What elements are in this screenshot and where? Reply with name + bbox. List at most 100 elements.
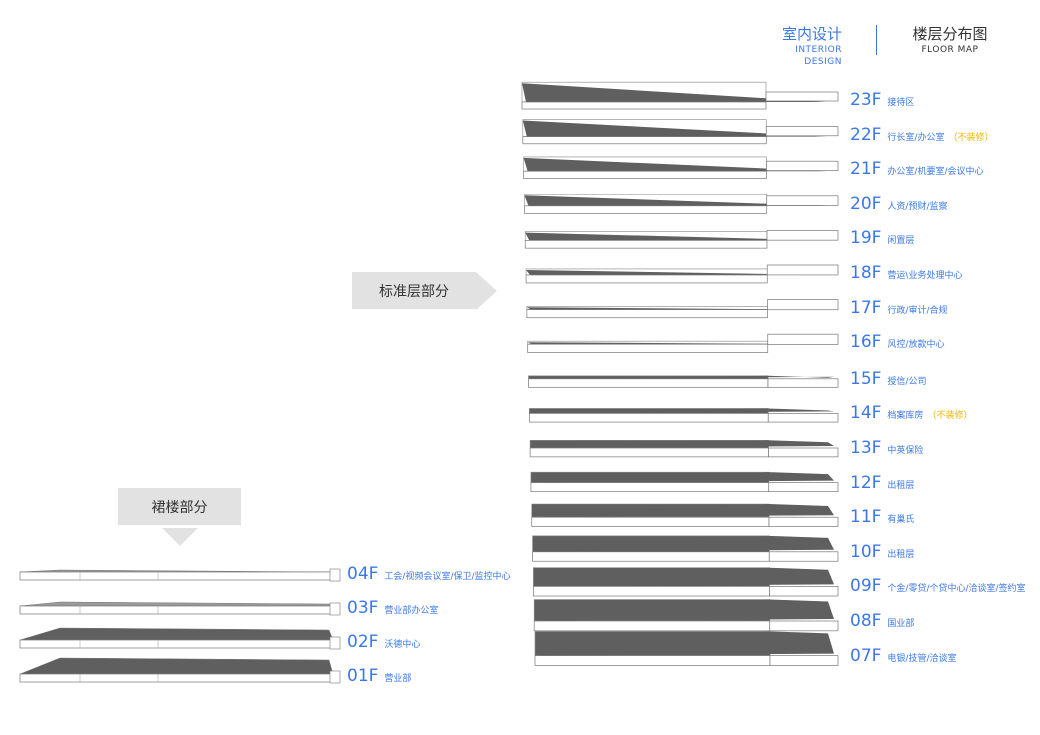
slab-front-main [532, 551, 770, 562]
slab-shadow [526, 307, 828, 310]
slab-shadow [524, 195, 827, 206]
slab-shadow [535, 567, 834, 587]
slab-front-main [528, 378, 769, 388]
floor-number: 15F [850, 368, 882, 389]
slab-front-main [533, 620, 771, 632]
slab-front-main [522, 136, 767, 145]
slab-top [19, 657, 334, 675]
slab-end-cap [329, 568, 341, 582]
floor-number: 13F [850, 438, 882, 458]
slab-front-right [765, 91, 839, 102]
slab-front-main [531, 516, 770, 527]
floor-number: 19F [850, 228, 882, 249]
floor-description: 授信/公司 [887, 376, 927, 387]
header: 室内设计 INTERIOR DESIGN 楼层分布图 FLOOR MAP [760, 24, 1020, 67]
floor-number: 01F [347, 666, 379, 686]
floor-label-22f: 22F 行长室/办公室 （不装修） [850, 125, 993, 145]
tower-slab-14f [528, 408, 839, 423]
tower-slab-08f [533, 599, 839, 632]
podium-slab-04f [19, 568, 341, 582]
floor-description: 中英保险 [887, 446, 924, 456]
slab-front-right [768, 516, 839, 527]
slab-front-right [769, 620, 839, 632]
floor-number: 09F [850, 576, 882, 597]
floor-note: （不装修） [948, 132, 994, 143]
slab-front-main [524, 205, 768, 214]
floor-label-14f: 14F 档案库房 （不装修） [850, 403, 972, 423]
slab-front-right [766, 160, 839, 171]
tower-slab-17f [526, 299, 839, 319]
floor-number: 20F [850, 193, 882, 214]
tower-slab-15f [528, 375, 839, 388]
floor-number: 17F [850, 297, 882, 318]
floor-number: 04F [347, 564, 379, 584]
slab-shadow [530, 375, 834, 379]
slab-front-right [767, 299, 839, 311]
floor-description: 营业部办公室 [384, 606, 439, 616]
slab-front [19, 673, 334, 683]
podium-slab-03f [19, 601, 341, 616]
slab-end-cap [329, 602, 341, 616]
floor-label-08f: 08F 国业部 [850, 611, 914, 631]
floor-label-13f: 13F 中英保险 [850, 438, 923, 458]
floor-description: 出租层 [887, 549, 915, 560]
floor-number: 18F [850, 263, 882, 283]
floor-number: 03F [347, 598, 379, 618]
floor-label-19f: 19F 闲置层 [850, 228, 914, 248]
floor-description: 接待区 [887, 98, 915, 108]
tower-slab-10f [532, 535, 839, 562]
floor-description: 沃德中心 [384, 640, 421, 650]
floor-label-07f: 07F 电银/技管/洽谈室 [850, 646, 957, 666]
floor-description: 工会/视频会议室/保卫/监控中心 [384, 572, 511, 582]
tower-slab-13f [529, 439, 839, 458]
floor-label-18f: 18F 营运\业务处理中心 [850, 263, 962, 283]
tower-slab-18f [525, 264, 839, 284]
floor-number: 10F [850, 541, 882, 562]
slab-end-cap [329, 636, 341, 650]
standard-section-arrow [476, 272, 497, 310]
floor-label-02f: 02F 沃德中心 [347, 632, 420, 652]
interior-design-title: 室内设计 INTERIOR DESIGN [760, 24, 842, 68]
floor-number: 16F [850, 332, 882, 353]
slab-front-main [524, 240, 768, 249]
slab-shadow [532, 472, 834, 483]
floor-label-16f: 16F 风控/放款中心 [850, 332, 944, 352]
tower-slab-11f [531, 503, 839, 527]
floor-number: 21F [850, 159, 882, 180]
slab-shadow [537, 631, 834, 656]
slab-top [19, 627, 334, 641]
slab-top [19, 601, 334, 607]
slab-end-cap [329, 670, 341, 684]
slab-front-right [769, 586, 839, 597]
slab-front-main [523, 170, 767, 179]
floor-number: 22F [850, 124, 882, 145]
slab-shadow [522, 83, 826, 102]
slab-front-right [767, 333, 839, 345]
floor-number: 14F [850, 403, 882, 424]
slab-front-right [769, 655, 839, 666]
floor-description: 有巢氏 [887, 515, 915, 526]
slab-front-right [768, 447, 839, 458]
slab-front-main [534, 655, 771, 666]
tower-slab-12f [530, 471, 839, 493]
slab-front-right [768, 482, 839, 493]
slab-shadow [523, 157, 827, 172]
slab-shadow [522, 120, 827, 137]
podium-section-tag: 裙楼部分 [118, 488, 241, 525]
floor-label-01f: 01F 营业部 [347, 666, 411, 686]
floor-description: 风控/放款中心 [887, 340, 945, 351]
slab-front [19, 605, 334, 615]
slab-shadow [531, 408, 834, 414]
floor-number: 11F [850, 507, 882, 528]
standard-section-tag: 标准层部分 [352, 272, 476, 309]
slab-front-right [767, 413, 839, 423]
slab-shadow [534, 535, 834, 552]
podium-section-arrow [162, 528, 198, 546]
slab-front-main [526, 309, 768, 319]
floor-description: 人资/预财/监察 [887, 201, 948, 212]
floor-label-10f: 10F 出租层 [850, 542, 914, 562]
floor-number: 12F [850, 472, 882, 493]
podium-slab-01f [19, 657, 341, 684]
floor-label-12f: 12F 出租层 [850, 473, 914, 493]
